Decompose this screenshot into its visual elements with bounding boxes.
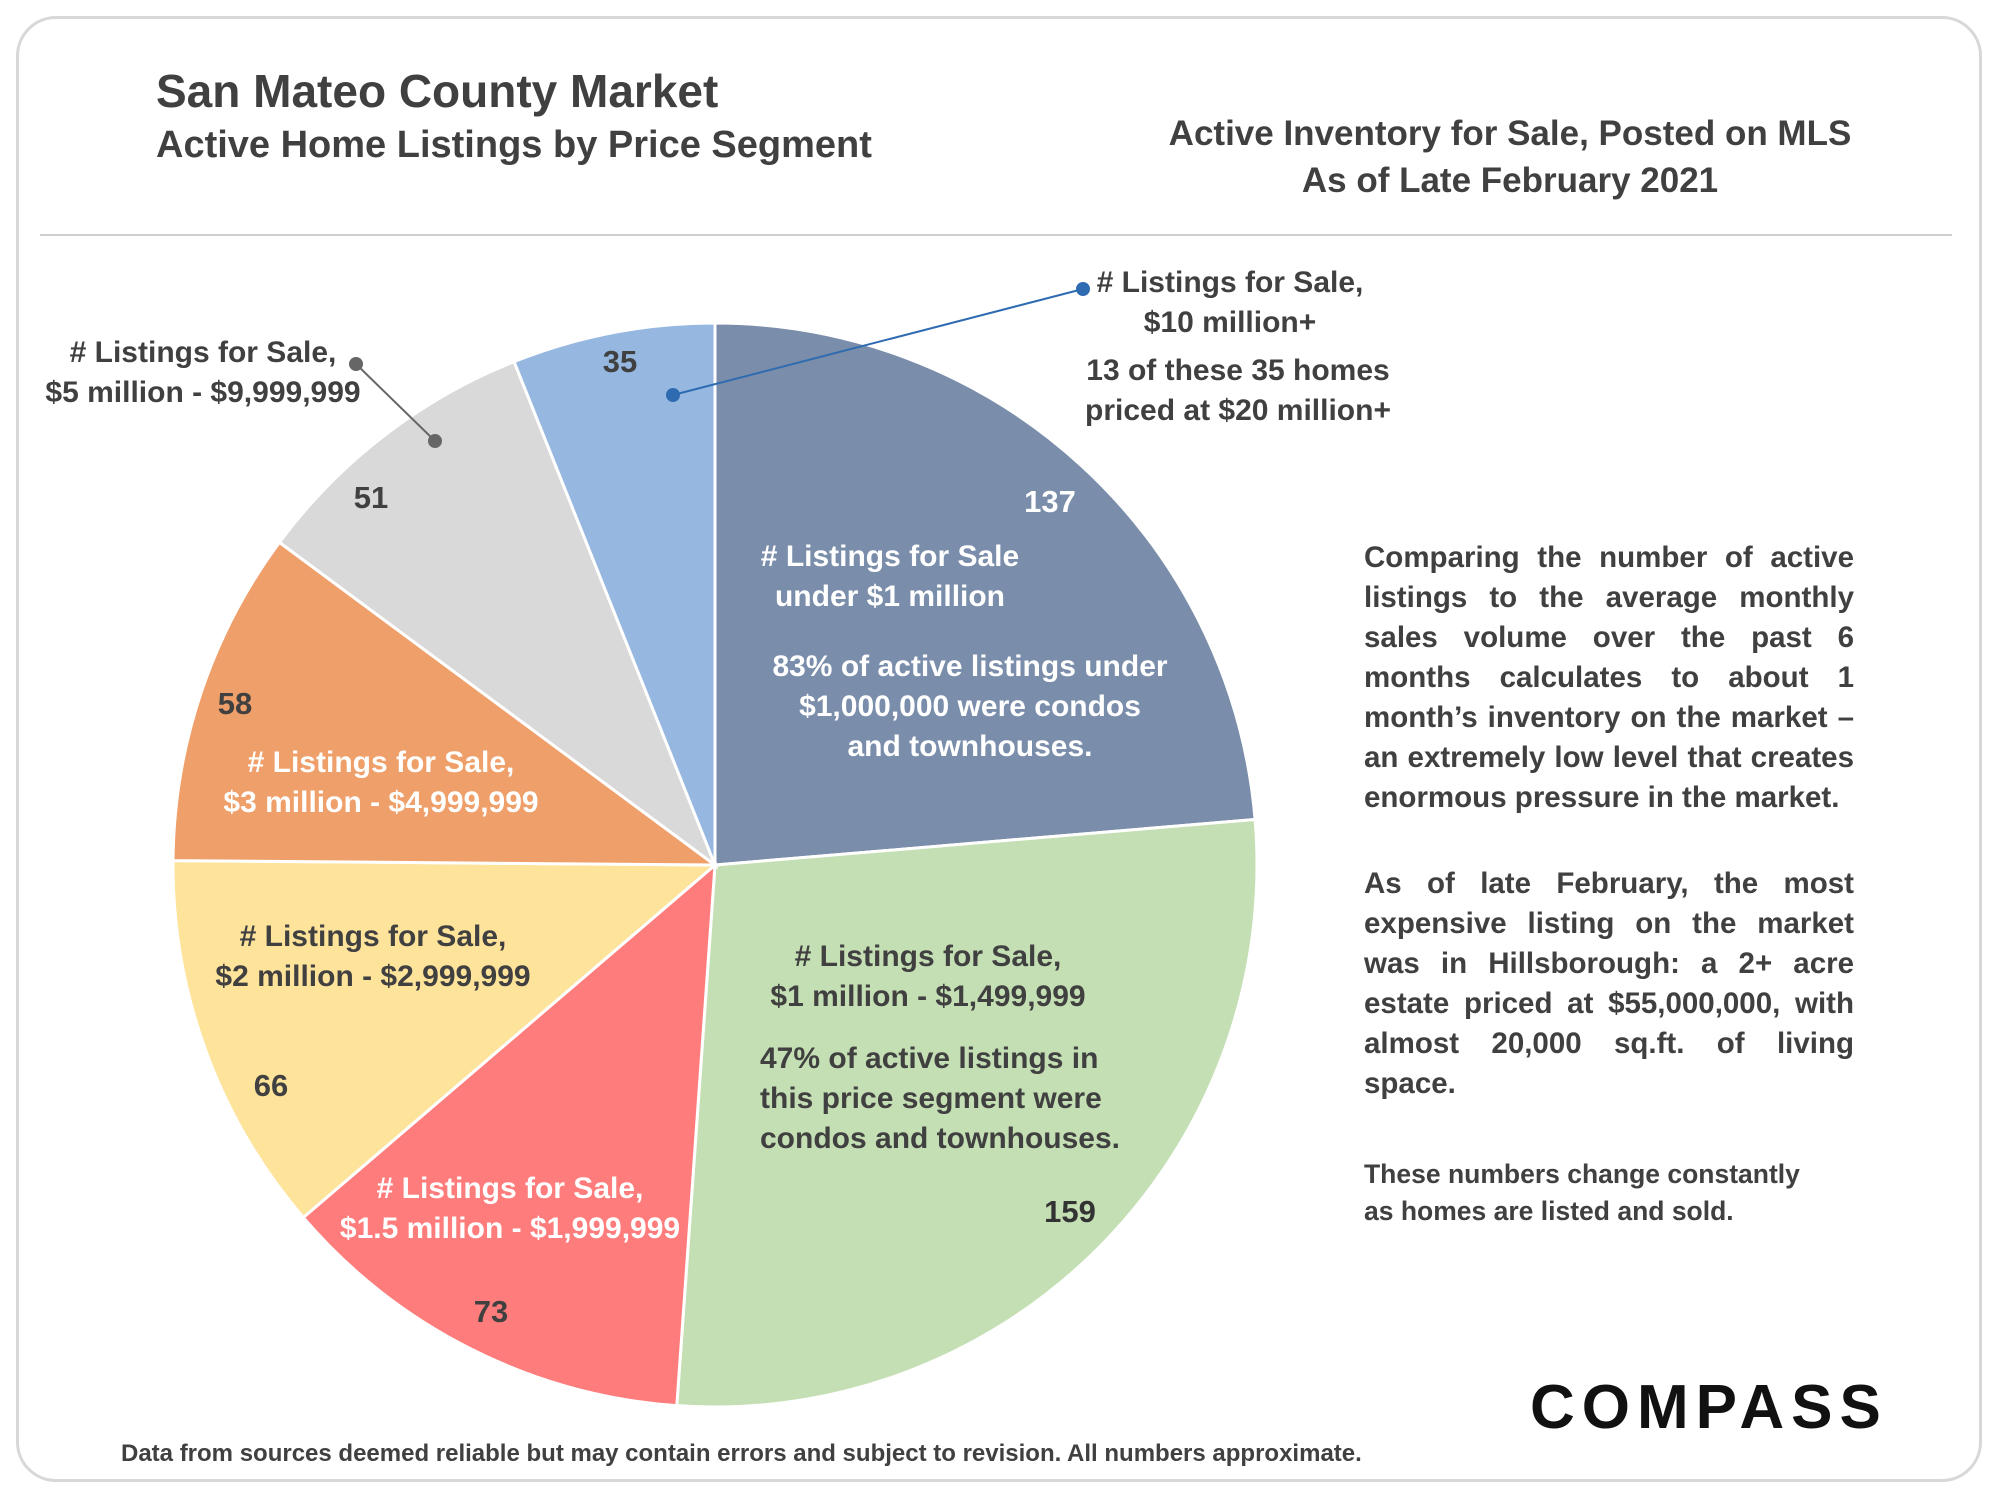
pie-slice-3m-5m [171, 540, 720, 867]
slice-note-1m-1.5m-line: condos and townhouses. [760, 1122, 1120, 1155]
leader-dot-5m-10m-inner [428, 434, 442, 448]
slice-note-1m-1.5m-line: 47% of active listings in [760, 1042, 1098, 1075]
side-note-disclaimer-line1: These numbers change constantly [1364, 1159, 1800, 1189]
slice-label-3m-5m: # Listings for Sale, $3 million - $4,999,… [223, 746, 538, 819]
slice-label-10m-plus-line: $10 million+ [1144, 306, 1317, 339]
pie-slice-under-1m [713, 321, 1257, 867]
chart-subtitle: Active Home Listings by Price Segment [156, 124, 872, 166]
slice-note-10m-plus-line: 13 of these 35 homes [1086, 354, 1389, 387]
chart-title: San Mateo County Market [156, 65, 719, 117]
slice-label-3m-5m-line: # Listings for Sale, [248, 746, 515, 779]
slice-label-10m-plus-line: # Listings for Sale, [1097, 266, 1364, 299]
leader-dot-10m-plus-inner [666, 388, 680, 402]
footer-disclaimer: Data from sources deemed reliable but ma… [121, 1440, 1362, 1467]
slice-note-1m-1.5m: 47% of active listings in this price segm… [760, 1042, 1120, 1155]
pie-slice-1m-1.5m [675, 817, 1259, 1409]
side-note-inventory: Comparing the number of active listings … [1364, 541, 1854, 814]
compass-logo: COMPASS [1530, 1373, 1888, 1442]
slice-label-1m-1.5m-line: $1 million - $1,499,999 [770, 980, 1085, 1013]
value-1.5m-2m: 73 [474, 1294, 508, 1329]
slice-label-10m-plus: # Listings for Sale, $10 million+ [1097, 266, 1364, 339]
leader-dot-5m-10m-outer [349, 357, 363, 371]
slice-label-1.5m-2m-line: # Listings for Sale, [377, 1172, 644, 1205]
slice-note-under-1m-line: 83% of active listings under [772, 650, 1167, 683]
header-divider [40, 234, 1952, 236]
side-note-disclaimer-line2: as homes are listed and sold. [1364, 1196, 1734, 1226]
slice-label-under-1m-line: # Listings for Sale [761, 540, 1019, 573]
value-2m-3m: 66 [254, 1068, 288, 1103]
pie-slice-2m-3m [171, 859, 720, 1220]
slice-label-1m-1.5m-line: # Listings for Sale, [795, 940, 1062, 973]
leader-line-5m-10m [355, 363, 436, 442]
value-3m-5m: 58 [218, 686, 252, 721]
slice-label-2m-3m-line: # Listings for Sale, [240, 920, 507, 953]
slice-label-2m-3m: # Listings for Sale, $2 million - $2,999,… [215, 920, 530, 993]
value-5m-10m: 51 [354, 480, 388, 515]
pie-slice-1.5m-2m [301, 861, 717, 1408]
leader-line-10m-plus [672, 288, 1084, 396]
pie-slice-10m-plus [512, 321, 717, 866]
slice-note-10m-plus: 13 of these 35 homes priced at $20 millio… [1085, 354, 1391, 427]
slice-label-1.5m-2m: # Listings for Sale, $1.5 million - $1,99… [340, 1172, 680, 1245]
slice-note-under-1m-line: $1,000,000 were condos [799, 690, 1141, 723]
slice-note-1m-1.5m-line: this price segment were [760, 1082, 1102, 1115]
pie-slices [171, 321, 1259, 1409]
value-under-1m: 137 [1024, 484, 1076, 519]
side-note-most-expensive: As of late February, the most expensive … [1364, 867, 1854, 1100]
slice-note-under-1m-line: and townhouses. [847, 730, 1092, 763]
slice-label-5m-10m-line: # Listings for Sale, [70, 336, 337, 369]
inventory-note-line1: Active Inventory for Sale, Posted on MLS [1168, 114, 1852, 153]
value-1m-1.5m: 159 [1044, 1194, 1096, 1229]
value-10m-plus: 35 [603, 344, 637, 379]
slice-label-under-1m-line: under $1 million [775, 580, 1005, 613]
leader-dot-10m-plus-outer [1076, 282, 1090, 296]
slice-note-under-1m: 83% of active listings under $1,000,000 w… [772, 650, 1167, 763]
side-note-disclaimer: These numbers change constantly as homes… [1364, 1156, 1884, 1230]
inventory-note-line2: As of Late February 2021 [1301, 161, 1719, 200]
pie-slice-5m-10m [277, 359, 719, 870]
slice-note-10m-plus-line: priced at $20 million+ [1085, 394, 1391, 427]
slice-label-3m-5m-line: $3 million - $4,999,999 [223, 786, 538, 819]
slice-label-under-1m: # Listings for Sale under $1 million [761, 540, 1019, 613]
slice-label-5m-10m-line: $5 million - $9,999,999 [45, 376, 360, 409]
inventory-note: Active Inventory for Sale, Posted on MLS… [1150, 110, 1870, 204]
slice-label-5m-10m: # Listings for Sale, $5 million - $9,999,… [45, 336, 360, 409]
slice-label-2m-3m-line: $2 million - $2,999,999 [215, 960, 530, 993]
leader-lines [349, 282, 1090, 448]
slice-label-1m-1.5m: # Listings for Sale, $1 million - $1,499,… [770, 940, 1085, 1013]
pie-labels: 137# Listings for Sale under $1 million 83… [45, 266, 1391, 1329]
slice-label-1.5m-2m-line: $1.5 million - $1,999,999 [340, 1212, 680, 1245]
